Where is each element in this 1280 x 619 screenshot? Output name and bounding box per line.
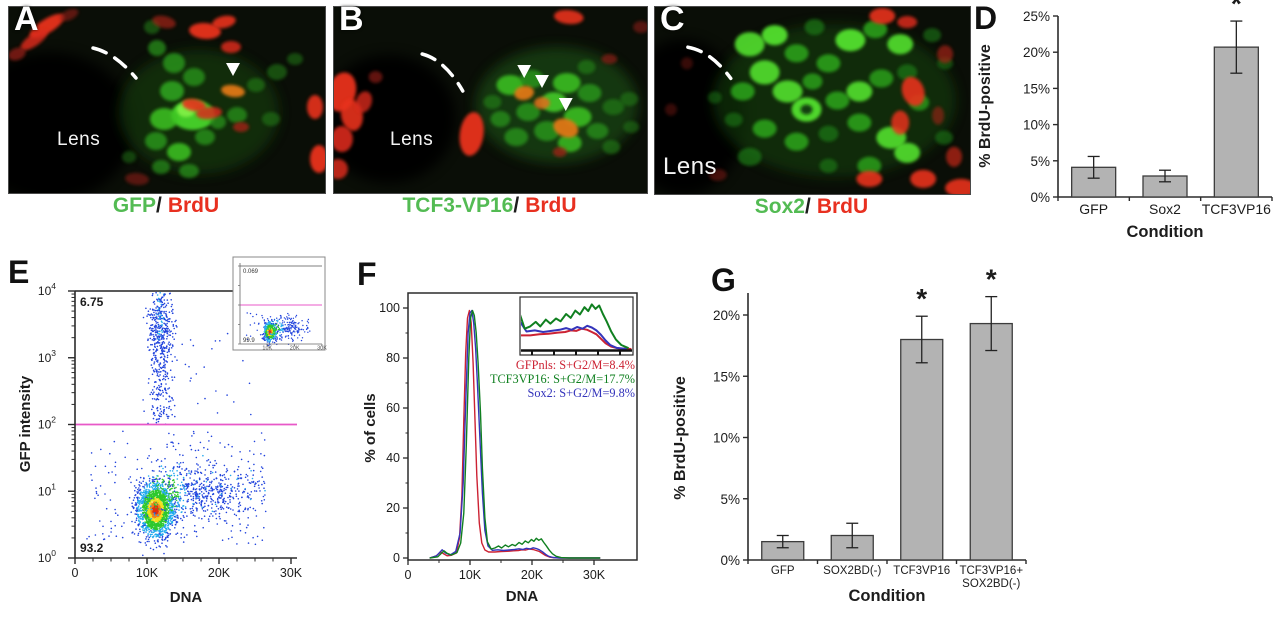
svg-text:0: 0 <box>72 566 79 580</box>
svg-text:99.9: 99.9 <box>243 338 255 344</box>
svg-text:0%: 0% <box>1030 190 1050 205</box>
panel-a-caption-green: GFP <box>112 194 156 217</box>
panel-f-letter: F <box>357 256 377 292</box>
svg-text:10K: 10K <box>459 568 482 582</box>
svg-text:20%: 20% <box>713 308 740 323</box>
panel-b-caption-red: BrdU <box>525 194 577 217</box>
svg-text:0%: 0% <box>720 553 740 568</box>
svg-text:5%: 5% <box>1030 154 1050 169</box>
panel-a-micrograph: A Lens <box>8 0 326 194</box>
panel-a-caption-red: BrdU <box>167 194 220 217</box>
panel-c-caption-red: BrdU <box>816 195 869 218</box>
panel-b-fluorescence-image <box>334 7 647 193</box>
panel-d-bar-chart: 0% 5% 10% 15% 20% 25% GFP Sox2 * TCF3VP16 Conditio… <box>977 0 1273 241</box>
svg-text:20K: 20K <box>290 346 300 352</box>
svg-text:20%: 20% <box>1023 45 1050 60</box>
panel-f-cell-cycle-histogram: 0 20 40 60 80 100 0 10K 20K 30K GFPnls: S+G2/M=8.4… <box>362 292 638 605</box>
panel-c-fluorescence-image <box>655 7 970 194</box>
panel-b-caption-green: TCF3-VP16 <box>402 194 514 217</box>
svg-text:93.2: 93.2 <box>80 541 104 555</box>
svg-text:40: 40 <box>386 451 400 465</box>
panel-b-lens-label: Lens <box>390 129 434 150</box>
svg-text:0: 0 <box>393 551 400 565</box>
svg-text:101: 101 <box>38 481 56 498</box>
svg-text:GFPnls: S+G2/M=8.4%: GFPnls: S+G2/M=8.4% <box>516 358 635 372</box>
svg-text:100: 100 <box>379 301 400 315</box>
svg-text:*: * <box>916 283 927 314</box>
panel-c-lens-label: Lens <box>663 153 718 180</box>
svg-text:100: 100 <box>38 548 56 565</box>
panel-a-caption-slash: / <box>155 194 162 217</box>
svg-text:30K: 30K <box>583 568 606 582</box>
panel-a-letter: A <box>14 0 39 38</box>
svg-text:SOX2BD(-): SOX2BD(-) <box>962 578 1020 590</box>
panel-g-letter: G <box>711 262 736 298</box>
svg-text:103: 103 <box>38 348 56 365</box>
panel-c-letter: C <box>660 0 685 38</box>
svg-text:GFP intensity: GFP intensity <box>17 375 34 472</box>
panel-c-micrograph: C Lens <box>654 0 971 195</box>
svg-text:GFP: GFP <box>1079 201 1108 217</box>
svg-text:GFP: GFP <box>771 565 795 577</box>
panel-a-caption: GFP/BrdU <box>8 194 324 218</box>
svg-text:30K: 30K <box>317 346 327 352</box>
svg-text:DNA: DNA <box>506 588 539 605</box>
svg-text:15%: 15% <box>1023 81 1050 96</box>
svg-text:*: * <box>1231 0 1242 19</box>
svg-text:TCF3VP16+: TCF3VP16+ <box>959 565 1023 577</box>
svg-text:Condition: Condition <box>849 587 926 605</box>
svg-text:Sox2: S+G2/M=9.8%: Sox2: S+G2/M=9.8% <box>528 386 635 400</box>
svg-text:102: 102 <box>38 415 56 432</box>
svg-text:Condition: Condition <box>1127 223 1204 241</box>
svg-text:6.75: 6.75 <box>80 295 104 309</box>
panel-a-fluorescence-image <box>9 7 325 193</box>
svg-text:15%: 15% <box>713 369 740 384</box>
svg-text:SOX2BD(-): SOX2BD(-) <box>823 565 881 577</box>
svg-text:104: 104 <box>38 281 56 298</box>
svg-text:10K: 10K <box>262 346 272 352</box>
panel-b-micrograph: B Lens <box>333 0 648 194</box>
panel-d-letter: D <box>974 0 998 36</box>
svg-text:80: 80 <box>386 351 400 365</box>
svg-text:10K: 10K <box>136 566 159 580</box>
svg-text:% BrdU-positive: % BrdU-positive <box>672 376 689 500</box>
svg-text:5%: 5% <box>720 492 740 507</box>
svg-text:TCF3VP16: S+G2/M=17.7%: TCF3VP16: S+G2/M=17.7% <box>490 372 635 386</box>
panel-c-caption-slash: / <box>805 195 811 218</box>
svg-text:20K: 20K <box>208 566 231 580</box>
svg-text:0.069: 0.069 <box>243 269 259 275</box>
panel-c-caption-green: Sox2 <box>754 195 805 218</box>
svg-text:0: 0 <box>405 568 412 582</box>
svg-text:% BrdU-positive: % BrdU-positive <box>977 44 994 168</box>
svg-text:TCF3VP16: TCF3VP16 <box>1202 201 1271 217</box>
panel-b-letter: B <box>339 0 364 38</box>
svg-text:60: 60 <box>386 401 400 415</box>
svg-text:DNA: DNA <box>170 589 203 606</box>
svg-text:% of cells: % of cells <box>362 393 379 462</box>
svg-text:Sox2: Sox2 <box>1149 201 1181 217</box>
panel-a-lens-label: Lens <box>57 129 101 150</box>
svg-text:20: 20 <box>386 501 400 515</box>
svg-text:*: * <box>986 264 997 295</box>
svg-text:10%: 10% <box>1023 118 1050 133</box>
svg-text:30K: 30K <box>280 566 303 580</box>
svg-text:TCF3VP16: TCF3VP16 <box>893 565 950 577</box>
panel-g-bar-chart: 0% 5% 10% 15% 20% GFP SOX2BD(-) * TCF3VP16 * TCF3V… <box>672 264 1027 605</box>
svg-text:10%: 10% <box>713 431 740 446</box>
panel-b-caption-slash: / <box>513 194 520 217</box>
panel-b-caption: TCF3-VP16/BrdU <box>333 194 646 218</box>
svg-text:20K: 20K <box>521 568 544 582</box>
panel-c-caption: Sox2/BrdU <box>654 195 969 219</box>
panel-e-letter: E <box>8 254 30 290</box>
panel-e-flow-cytometry-scatter: 100 101 102 103 104 0 10K 20K 30K 6.75 93.2 DNA GFP … <box>17 256 327 606</box>
svg-text:25%: 25% <box>1023 9 1050 24</box>
